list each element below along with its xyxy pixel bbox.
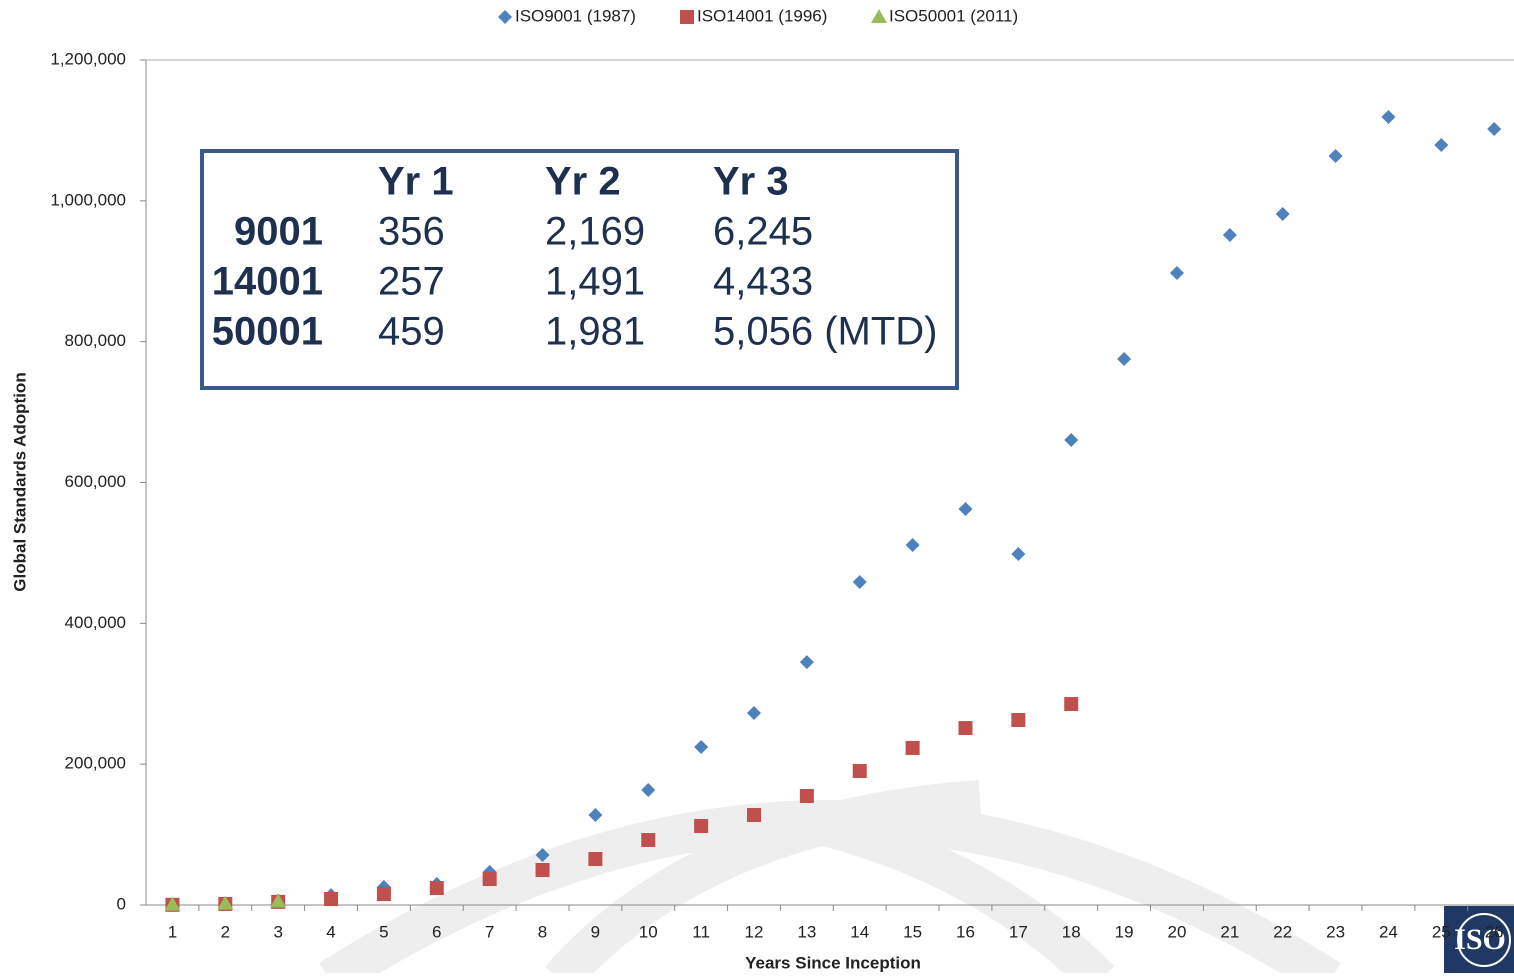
table-cell: 1,491: [545, 260, 645, 304]
table-cell: 459: [378, 310, 445, 354]
logo-globe: [1457, 913, 1511, 967]
x-tick-label: 25: [1432, 922, 1451, 941]
table-cell: 2,169: [545, 210, 645, 254]
point: [1275, 207, 1290, 222]
legend-marker: [498, 10, 512, 24]
y-tick-label: 600,000: [65, 472, 126, 491]
point: [164, 896, 181, 911]
point: [641, 833, 656, 848]
point: [799, 788, 814, 803]
table-row-label: 14001: [212, 260, 323, 304]
x-tick-label: 20: [1168, 922, 1187, 941]
y-tick-label: 1,200,000: [50, 49, 126, 68]
point: [588, 808, 603, 823]
x-tick-label: 2: [221, 922, 230, 941]
point: [429, 881, 444, 896]
x-tick-label: 5: [379, 922, 388, 941]
table-header: Yr 2: [545, 160, 621, 204]
point: [482, 872, 497, 887]
x-tick-label: 14: [850, 922, 869, 941]
point: [694, 818, 709, 833]
point: [535, 848, 550, 863]
point: [852, 574, 867, 589]
point: [958, 501, 973, 516]
point: [324, 892, 339, 907]
point: [1434, 137, 1449, 152]
legend-marker: [680, 10, 694, 24]
x-tick-label: 1: [168, 922, 177, 941]
legend-label: ISO14001 (1996): [697, 6, 827, 25]
x-tick-label: 11: [692, 922, 710, 941]
x-tick-label: 10: [639, 922, 658, 941]
x-tick-label: 16: [956, 922, 975, 941]
x-tick-label: 24: [1379, 922, 1398, 941]
table-row-label: 9001: [234, 210, 323, 254]
table-row-label: 50001: [212, 310, 323, 354]
point: [588, 852, 603, 867]
point: [905, 740, 920, 755]
y-tick-label: 1,000,000: [50, 190, 126, 209]
point: [1011, 546, 1026, 561]
x-tick-label: 22: [1273, 922, 1292, 941]
x-tick-label: 17: [1009, 922, 1028, 941]
x-tick-label: 12: [745, 922, 764, 941]
point: [1222, 227, 1237, 242]
point: [1064, 697, 1079, 712]
table-cell: 4,433: [713, 260, 813, 304]
table-cell: 257: [378, 260, 445, 304]
point: [270, 893, 287, 908]
table-cell: 5,056 (MTD): [713, 310, 938, 354]
point: [1381, 110, 1396, 125]
inset-table: [200, 149, 959, 390]
y-tick-label: 200,000: [65, 754, 126, 773]
table-header: Yr 3: [713, 160, 789, 204]
point: [1328, 148, 1343, 163]
x-tick-label: 7: [485, 922, 494, 941]
watermark: [319, 780, 1341, 978]
point: [852, 763, 867, 778]
point: [1487, 122, 1502, 137]
point: [1011, 713, 1026, 728]
x-tick-label: 4: [326, 922, 335, 941]
y-tick-label: 0: [117, 894, 126, 913]
point: [694, 739, 709, 754]
x-tick-label: 18: [1062, 922, 1081, 941]
x-tick-label: 21: [1220, 922, 1239, 941]
logo-box: [1444, 906, 1514, 973]
table-cell: 1,981: [545, 310, 645, 354]
x-tick-label: 3: [273, 922, 282, 941]
x-tick-label: 23: [1326, 922, 1345, 941]
x-tick-label: 13: [797, 922, 816, 941]
point: [217, 895, 234, 910]
point: [1064, 432, 1079, 447]
point: [535, 863, 550, 878]
x-tick-label: 15: [903, 922, 922, 941]
legend-label: ISO9001 (1987): [515, 6, 636, 25]
table-cell: 356: [378, 210, 445, 254]
logo-text: ISO: [1454, 923, 1506, 956]
table-header: Yr 1: [378, 160, 454, 204]
point: [958, 721, 973, 736]
x-tick-label: 9: [591, 922, 600, 941]
point: [747, 808, 762, 823]
point: [905, 538, 920, 553]
point: [747, 705, 762, 720]
table-cell: 6,245: [713, 210, 813, 254]
x-tick-label: 19: [1115, 922, 1134, 941]
x-tick-label: 8: [538, 922, 547, 941]
x-axis-title: Years Since Inception: [745, 953, 921, 972]
x-tick-label: 26: [1485, 922, 1504, 941]
y-tick-label: 400,000: [65, 613, 126, 632]
point: [641, 783, 656, 798]
point: [1117, 351, 1132, 366]
point: [376, 887, 391, 902]
legend-label: ISO50001 (2011): [889, 6, 1018, 25]
y-tick-label: 800,000: [65, 331, 126, 350]
x-tick-label: 6: [432, 922, 441, 941]
legend-marker: [871, 9, 887, 23]
point: [1169, 266, 1184, 281]
y-axis-title: Global Standards Adoption: [10, 372, 29, 591]
point: [799, 655, 814, 670]
